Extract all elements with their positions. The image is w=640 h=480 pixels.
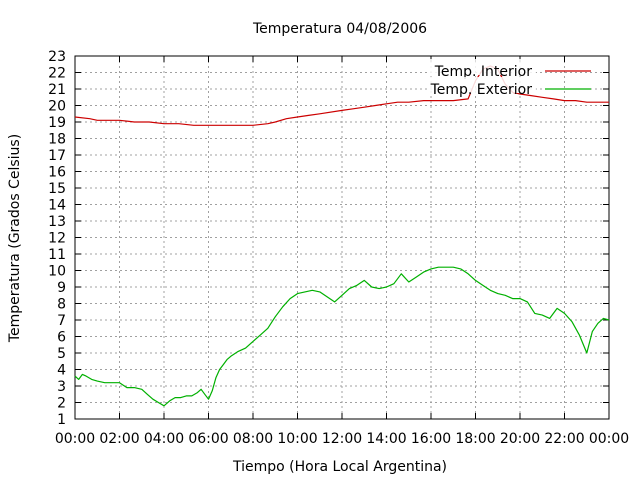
y-tick-label: 1 — [57, 412, 66, 428]
y-tick-label: 9 — [57, 280, 66, 296]
x-tick-label: 04:00 — [144, 431, 184, 447]
chart-title: Temperatura 04/08/2006 — [252, 21, 427, 37]
y-tick-label: 3 — [57, 379, 66, 395]
y-axis-label: Temperatura (Grados Celsius) — [7, 134, 23, 343]
legend: Temp. Interior Temp. Exterior — [428, 59, 591, 98]
y-tick-label: 11 — [48, 247, 66, 263]
y-tick-label: 6 — [57, 330, 66, 346]
x-tick-label: 18:00 — [455, 431, 495, 447]
series-line-temp-interior — [74, 65, 609, 126]
y-tick-label: 15 — [48, 181, 66, 197]
y-tick-label: 2 — [57, 396, 66, 412]
legend-label: Temp. Exterior — [430, 82, 533, 98]
y-tick-label: 7 — [57, 313, 66, 329]
x-axis-ticks: 00:00 02:00 04:00 06:00 08:00 10:00 12:00 14:00… — [55, 56, 629, 447]
y-tick-label: 13 — [48, 214, 66, 230]
x-tick-label: 00:00 — [55, 431, 95, 447]
x-tick-label: 22:00 — [544, 431, 584, 447]
x-axis-label: Tiempo (Hora Local Argentina) — [232, 459, 447, 475]
y-tick-label: 17 — [48, 148, 66, 164]
legend-background — [428, 59, 536, 75]
y-tick-label: 23 — [48, 49, 66, 65]
x-tick-label: 16:00 — [411, 431, 451, 447]
x-tick-label: 10:00 — [277, 431, 317, 447]
y-tick-label: 19 — [48, 115, 66, 131]
legend-background — [428, 77, 536, 93]
x-tick-label: 12:00 — [322, 431, 362, 447]
series-line-temp-exterior — [74, 266, 610, 407]
y-tick-label: 10 — [48, 264, 66, 280]
y-tick-label: 8 — [57, 297, 66, 313]
y-tick-label: 4 — [57, 363, 66, 379]
y-tick-label: 18 — [48, 132, 66, 148]
x-tick-label: 06:00 — [188, 431, 228, 447]
y-tick-label: 20 — [48, 99, 66, 115]
y-tick-label: 21 — [48, 82, 66, 98]
series-layer — [74, 65, 610, 407]
legend-label: Temp. Interior — [434, 64, 533, 80]
y-tick-label: 5 — [57, 346, 66, 362]
y-tick-label: 14 — [48, 198, 66, 214]
y-tick-label: 12 — [48, 231, 66, 247]
x-tick-label: 00:00 — [589, 431, 629, 447]
y-tick-label: 16 — [48, 165, 66, 181]
x-tick-label: 14:00 — [366, 431, 406, 447]
y-tick-label: 22 — [48, 66, 66, 82]
x-tick-label: 20:00 — [500, 431, 540, 447]
x-tick-label: 08:00 — [233, 431, 273, 447]
x-tick-label: 02:00 — [99, 431, 139, 447]
